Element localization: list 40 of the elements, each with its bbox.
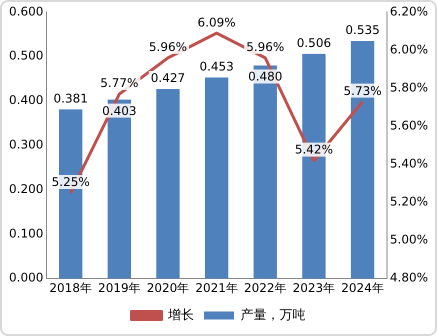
y-tick-label: 0.000 [8, 270, 44, 285]
data-label: 5.42% [294, 142, 333, 157]
y2-tick-label: 5.20% [390, 194, 428, 209]
data-label: 5.96% [246, 40, 284, 54]
x-tick-label: 2021年 [195, 280, 238, 295]
x-tick-label: 2024年 [341, 280, 384, 295]
y2-tick-label: 4.80% [390, 270, 428, 285]
y-tick-label: 0.200 [8, 182, 44, 196]
data-label: 6.09% [198, 15, 236, 30]
y-tick-label: 0.600 [8, 4, 44, 18]
y2-tick-label: 6.00% [390, 42, 428, 56]
y2-tick-label: 5.40% [390, 156, 428, 171]
data-label: 0.506 [296, 36, 332, 50]
data-label: 0.403 [102, 104, 137, 118]
y-tick-label: 0.100 [8, 226, 44, 240]
y2-tick-label: 5.80% [390, 80, 428, 94]
y-tick-label: 0.400 [8, 93, 44, 108]
data-label: 0.535 [345, 23, 380, 38]
data-label: 0.453 [199, 60, 234, 74]
data-label: 5.73% [343, 84, 382, 98]
legend-label: 增长 [167, 308, 194, 323]
data-label: 0.480 [248, 70, 282, 84]
x-tick-label: 2018年 [49, 280, 92, 295]
y2-tick-label: 6.20% [390, 4, 428, 18]
x-tick-label: 2023年 [292, 280, 336, 295]
x-tick-label: 2022年 [244, 280, 287, 295]
data-label: 5.77% [100, 76, 138, 90]
y-tick-label: 0.300 [8, 138, 44, 152]
x-tick-label: 2020年 [146, 280, 190, 295]
data-label: 5.96% [148, 40, 188, 54]
bar [156, 89, 180, 279]
data-label: 0.381 [53, 92, 88, 106]
y2-tick-label: 5.00% [390, 232, 428, 247]
y-tick-label: 0.500 [8, 48, 44, 63]
data-label: 0.427 [150, 71, 186, 86]
bar [204, 77, 228, 279]
x-tick-label: 2019年 [98, 280, 141, 295]
legend-label: 产量，万吨 [240, 308, 306, 323]
y2-tick-label: 5.60% [390, 118, 428, 132]
data-label: 5.25% [52, 175, 90, 190]
